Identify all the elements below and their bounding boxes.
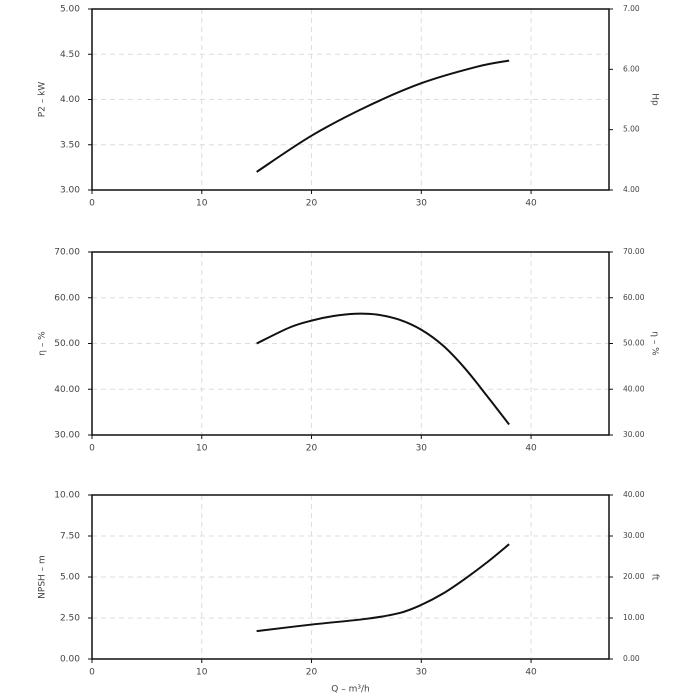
x-axis-label: Q – m³/h (331, 685, 369, 695)
y-tick-label: 4.00 (60, 95, 80, 105)
curve (256, 59, 510, 173)
x-tick-label: 40 (525, 668, 537, 678)
y2-axis-label: η – % (650, 331, 660, 356)
y2-tick-label: 60.00 (623, 293, 645, 302)
y2-axis-label: Hp (650, 93, 660, 106)
y2-tick-label: 4.00 (623, 185, 640, 194)
x-tick-label: 20 (306, 444, 318, 454)
y-tick-label: 3.50 (60, 140, 80, 150)
y-tick-label: 5.00 (60, 5, 80, 15)
y2-tick-label: 30.00 (623, 430, 645, 439)
x-tick-label: 40 (525, 199, 537, 209)
y-tick-label: 0.00 (60, 655, 80, 665)
x-tick-label: 40 (525, 444, 537, 454)
x-tick-label: 0 (89, 199, 95, 209)
y2-tick-label: 5.00 (623, 125, 640, 134)
plot-frame (91, 494, 610, 660)
x-tick-label: 30 (416, 444, 428, 454)
y2-tick-label: 7.00 (623, 4, 640, 13)
y2-tick-label: 30.00 (623, 531, 645, 540)
y-axis-label: η – % (38, 331, 48, 356)
y-tick-label: 2.50 (60, 614, 80, 624)
curve (256, 543, 510, 633)
y2-tick-label: 40.00 (623, 384, 645, 393)
y-tick-label: 7.50 (60, 532, 80, 542)
x-tick-label: 20 (306, 199, 318, 209)
y-axis-label: P2 – kW (38, 82, 48, 118)
x-tick-label: 20 (306, 668, 318, 678)
y-tick-label: 5.00 (60, 573, 80, 583)
y-axis-label: NPSH – m (38, 555, 48, 599)
y2-tick-label: 0.00 (623, 654, 640, 663)
y2-tick-label: 50.00 (623, 339, 645, 348)
y-tick-label: 40.00 (54, 385, 80, 395)
y2-tick-label: 70.00 (623, 247, 645, 256)
plot-frame (91, 8, 610, 191)
y-tick-label: 4.50 (60, 50, 80, 60)
x-tick-label: 10 (196, 668, 208, 678)
curve (256, 312, 510, 426)
x-tick-label: 30 (416, 199, 428, 209)
y-tick-label: 10.00 (54, 491, 80, 501)
y2-tick-label: 10.00 (623, 613, 645, 622)
y2-tick-label: 40.00 (623, 490, 645, 499)
x-tick-label: 10 (196, 199, 208, 209)
y2-tick-label: 6.00 (623, 64, 640, 73)
x-tick-label: 30 (416, 668, 428, 678)
x-tick-label: 10 (196, 444, 208, 454)
x-tick-label: 0 (89, 668, 95, 678)
x-tick-label: 0 (89, 444, 95, 454)
plot-frame (91, 251, 610, 436)
y-tick-label: 30.00 (54, 431, 80, 441)
y-tick-label: 50.00 (54, 339, 80, 349)
y-tick-label: 3.00 (60, 186, 80, 196)
y2-axis-label: ft (650, 574, 660, 581)
y-tick-label: 60.00 (54, 293, 80, 303)
y-tick-label: 70.00 (54, 248, 80, 258)
y2-tick-label: 20.00 (623, 572, 645, 581)
